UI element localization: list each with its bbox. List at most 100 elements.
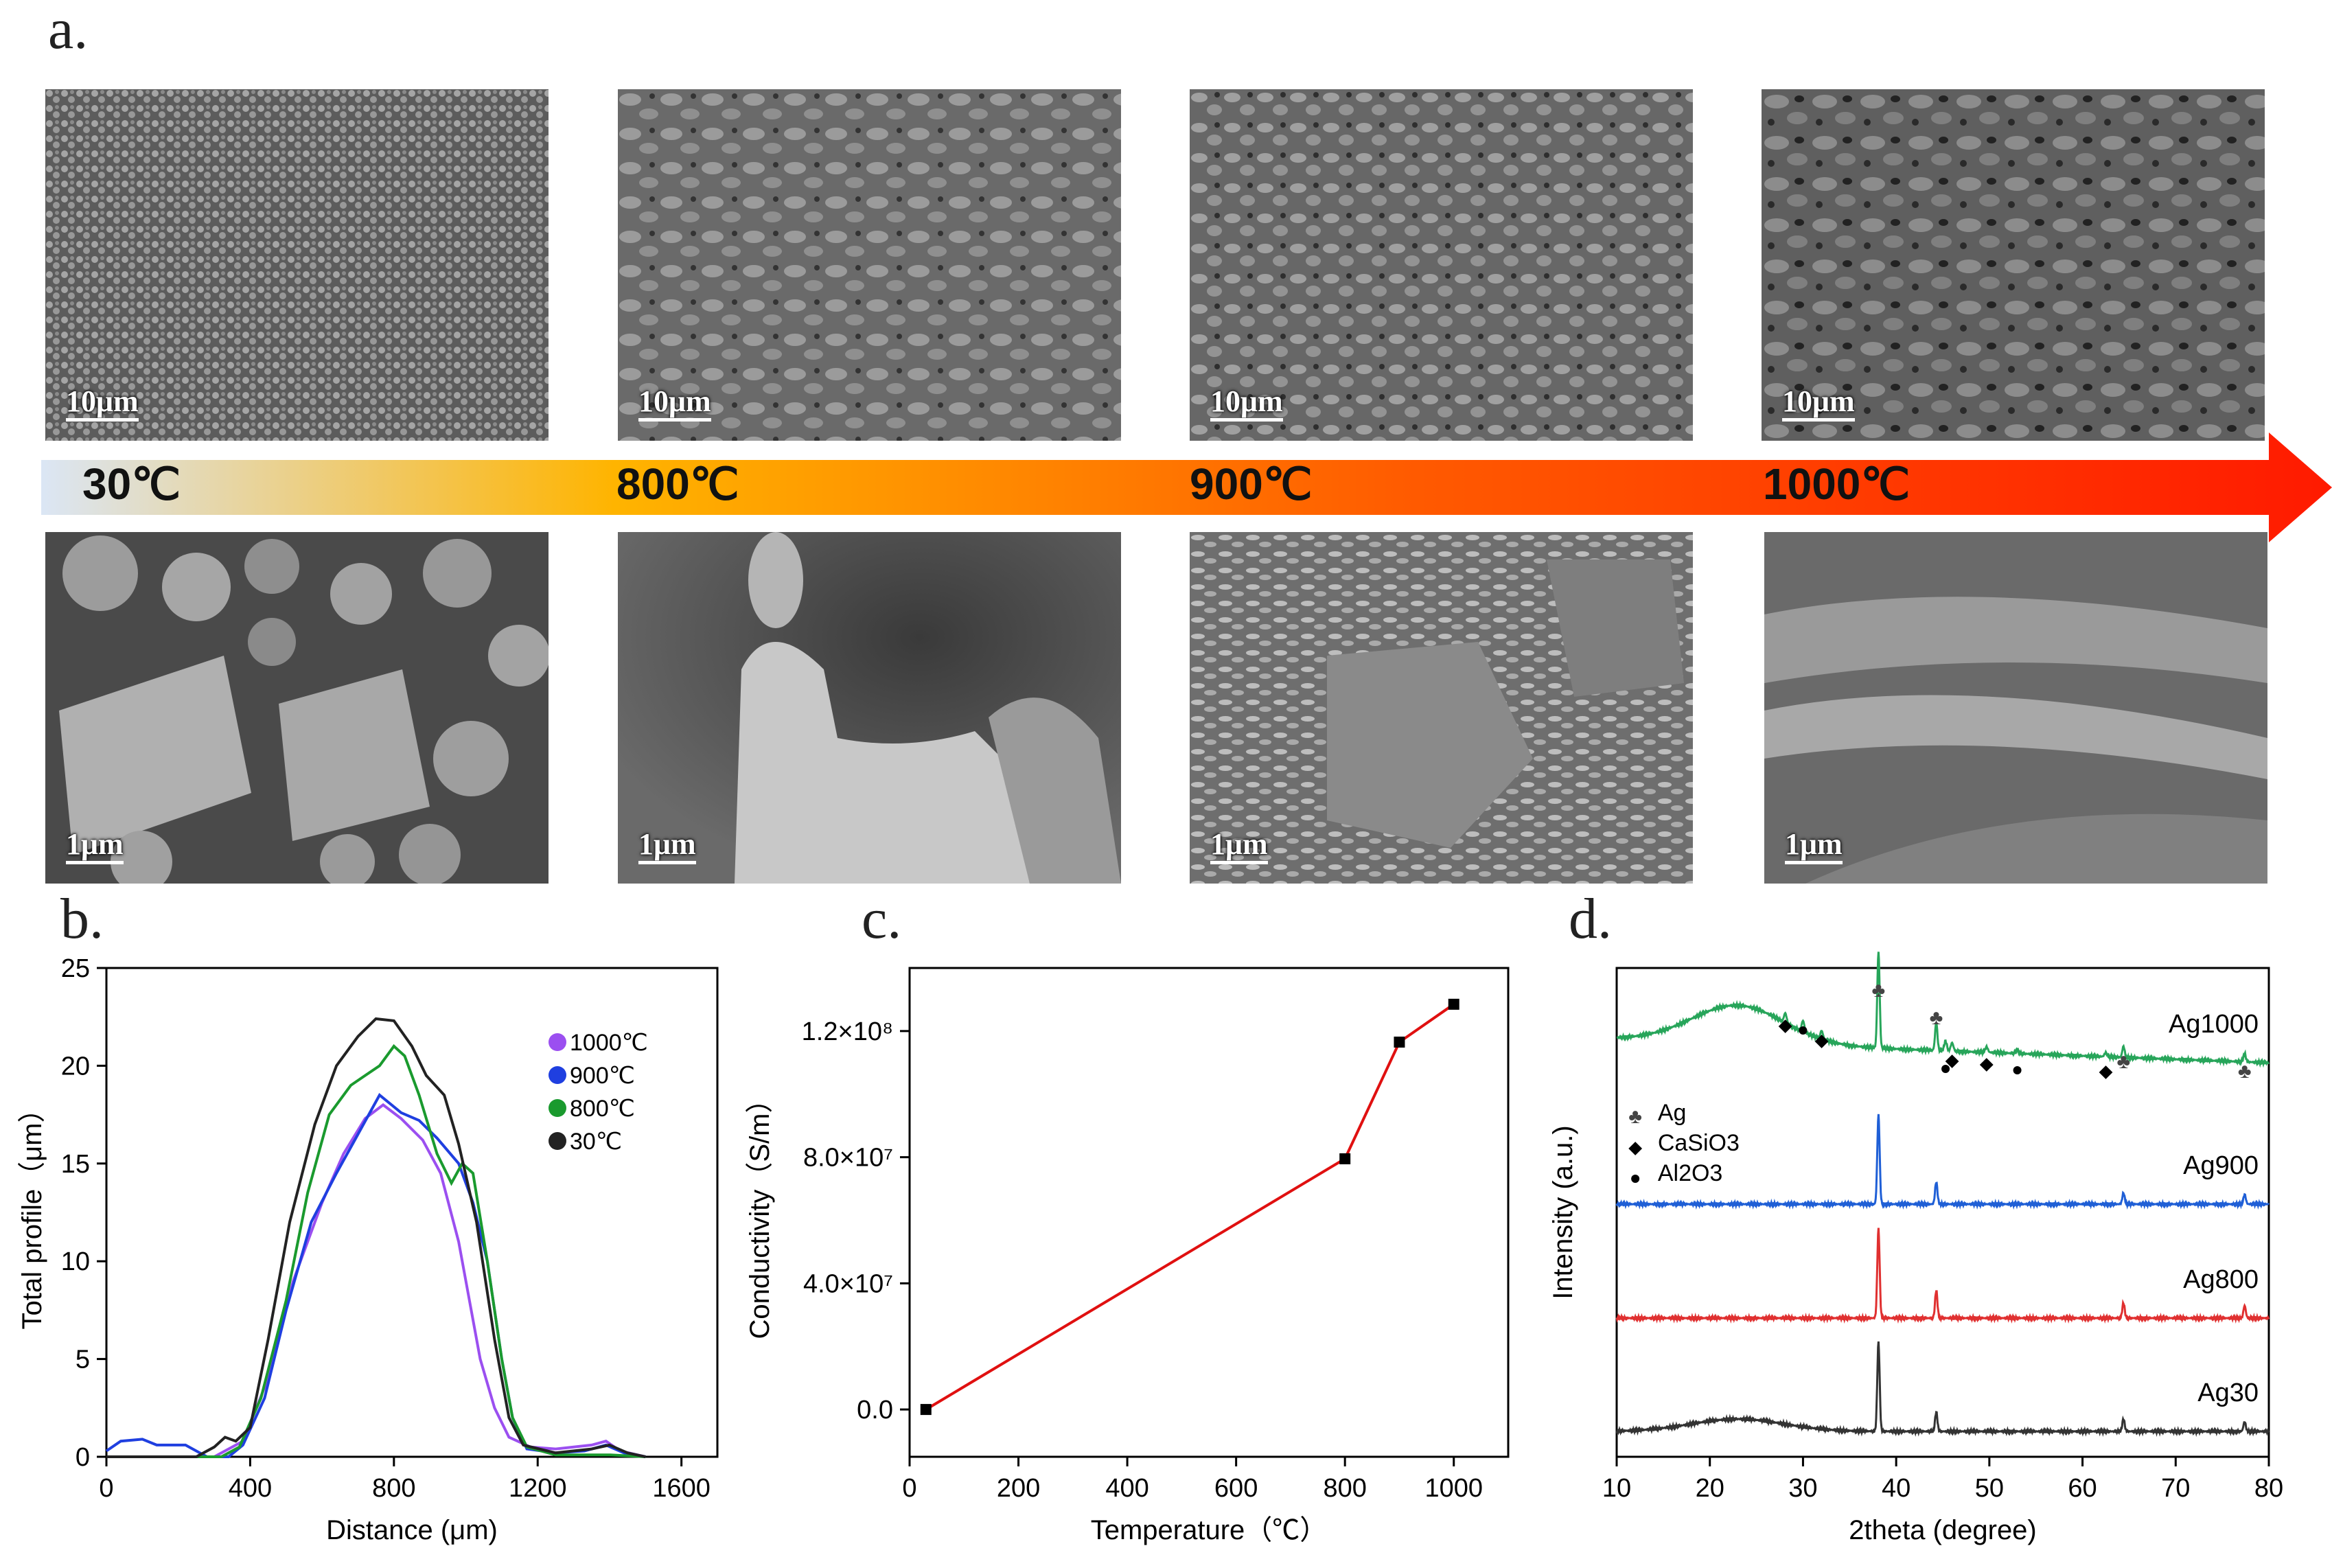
- y-tick-label: 25: [61, 954, 90, 983]
- y-tick-label: 1.2×10⁸: [802, 1017, 893, 1046]
- ag-peak-marker: ♣: [2116, 1050, 2130, 1073]
- sem-image-1000c-low-mag: 10μm: [1762, 89, 2265, 441]
- al2o3-peak-marker: [1631, 1175, 1640, 1183]
- x-tick-label: 30: [1788, 1474, 1817, 1503]
- plot-frame: [908, 967, 1510, 1458]
- plot-frame: [1615, 967, 2270, 1458]
- x-tick-label: 400: [1105, 1474, 1148, 1503]
- x-tick-label: 60: [2068, 1474, 2097, 1503]
- casio3-peak-marker: [1979, 1058, 1994, 1072]
- y-tick-label: 0.0: [857, 1396, 893, 1425]
- y-tick-label: 8.0×10⁷: [803, 1144, 893, 1173]
- ag-peak-marker: ♣: [1872, 979, 1886, 1002]
- scale-bar-label: 1μm: [638, 827, 696, 864]
- al2o3-peak-marker: [2013, 1066, 2022, 1074]
- x-tick-label: 10: [1602, 1474, 1631, 1503]
- x-tick-label: 40: [1882, 1474, 1910, 1503]
- x-tick-label: 70: [2161, 1474, 2190, 1503]
- legend-marker: [549, 1132, 566, 1150]
- x-axis-label: Distance (μm): [326, 1515, 498, 1545]
- xrd-pattern: [1617, 952, 2270, 1068]
- temperature-label-900: 900℃: [1190, 459, 1313, 509]
- xrd-pattern: [1615, 1227, 2270, 1324]
- x-tick-label: 0: [902, 1474, 916, 1503]
- ag-peak-marker: ♣: [1628, 1105, 1642, 1128]
- sem-image-30c-high-mag: 1μm: [45, 532, 549, 884]
- legend-label: 800℃: [570, 1096, 635, 1122]
- scale-bar-label: 10μm: [638, 384, 711, 422]
- legend-label: Ag: [1658, 1100, 1687, 1126]
- series-label: Ag800: [2183, 1265, 2259, 1294]
- al2o3-peak-marker: [1941, 1065, 1950, 1073]
- y-tick-label: 10: [61, 1247, 90, 1276]
- temperature-label-800: 800℃: [616, 459, 739, 509]
- ag-peak-marker: ♣: [2238, 1060, 2252, 1083]
- legend-label: 900℃: [570, 1063, 635, 1089]
- x-tick-label: 80: [2254, 1474, 2283, 1503]
- sem-image-800c-low-mag: 10μm: [618, 89, 1121, 441]
- sem-image-900c-low-mag: 10μm: [1190, 89, 1693, 441]
- xrd-pattern: [1615, 1114, 2270, 1210]
- x-tick-label: 400: [229, 1474, 272, 1503]
- series-label: Ag1000: [2169, 1010, 2259, 1039]
- chart-c-conductivity: 0 200 400 600 800 1000 0.0 4.0×10⁷ 8.0×10⁷ 1.2×10…: [745, 967, 1510, 1545]
- y-axis-label: Total profile（μm）: [17, 1096, 47, 1330]
- series-label: Ag900: [2183, 1151, 2259, 1180]
- series-line: [106, 1044, 646, 1458]
- x-tick-label: 1200: [509, 1474, 567, 1503]
- x-tick-label: 800: [1323, 1474, 1366, 1503]
- scale-bar-label: 1μm: [66, 827, 124, 864]
- al2o3-peak-marker: [1799, 1026, 1808, 1035]
- data-point: [920, 1404, 932, 1416]
- legend-label: 30℃: [570, 1129, 622, 1155]
- legend-label: 1000℃: [570, 1030, 648, 1056]
- series-line: [106, 1017, 646, 1458]
- ag-peak-marker: ♣: [1930, 1006, 1943, 1029]
- temperature-label-30: 30℃: [82, 459, 181, 509]
- y-axis-label: Intensity (a.u.): [1548, 1125, 1578, 1299]
- sem-image-900c-high-mag: 1μm: [1190, 532, 1693, 884]
- series-line: [925, 1003, 1455, 1411]
- x-tick-label: 20: [1696, 1474, 1724, 1503]
- casio3-peak-marker: [1628, 1142, 1643, 1155]
- x-tick-label: 800: [372, 1474, 415, 1503]
- scale-bar-label: 10μm: [1782, 384, 1855, 422]
- series-line: [105, 1093, 646, 1458]
- scale-bar-label: 10μm: [1210, 384, 1283, 422]
- x-axis-label: 2theta (degree): [1849, 1515, 2037, 1545]
- panel-c-label: c.: [862, 887, 902, 951]
- panel-d-label: d.: [1569, 887, 1612, 951]
- y-tick-label: 15: [61, 1150, 90, 1179]
- y-tick-label: 4.0×10⁷: [803, 1269, 893, 1298]
- xrd-pattern: [1615, 1341, 2270, 1438]
- legend-marker: [549, 1033, 566, 1051]
- y-tick-label: 0: [76, 1443, 90, 1472]
- x-tick-label: 600: [1214, 1474, 1258, 1503]
- plot-frame: [105, 967, 719, 1458]
- series-line: [106, 1103, 646, 1458]
- chart-d-xrd: 10 20 30 40 50 60 70 80 2theta (degree) Intensity…: [1548, 952, 2283, 1545]
- temperature-label-1000: 1000℃: [1763, 459, 1910, 509]
- scale-bar-label: 1μm: [1210, 827, 1268, 864]
- y-tick-label: 5: [76, 1346, 90, 1374]
- casio3-peak-marker: [1778, 1019, 1792, 1033]
- legend-label: CaSiO3: [1658, 1130, 1740, 1156]
- data-point: [1448, 998, 1459, 1010]
- data-point: [1394, 1036, 1405, 1048]
- sem-image-1000c-high-mag: 1μm: [1764, 532, 2267, 884]
- x-tick-label: 0: [99, 1474, 113, 1503]
- legend-marker: [549, 1099, 566, 1117]
- x-tick-label: 50: [1975, 1474, 2004, 1503]
- legend-label: Al2O3: [1658, 1160, 1723, 1186]
- series-label: Ag30: [2197, 1379, 2259, 1407]
- panel-b-label: b.: [60, 887, 104, 951]
- temperature-arrow: [41, 433, 2332, 542]
- x-tick-label: 200: [997, 1474, 1040, 1503]
- casio3-peak-marker: [2099, 1065, 2113, 1079]
- y-axis-label: Conductivity（S/m）: [745, 1086, 775, 1339]
- x-axis-label: Temperature（℃）: [1091, 1515, 1328, 1545]
- scale-bar-label: 10μm: [66, 384, 139, 422]
- x-tick-label: 1000: [1424, 1474, 1483, 1503]
- scale-bar-label: 1μm: [1785, 827, 1843, 864]
- x-tick-label: 1600: [652, 1474, 711, 1503]
